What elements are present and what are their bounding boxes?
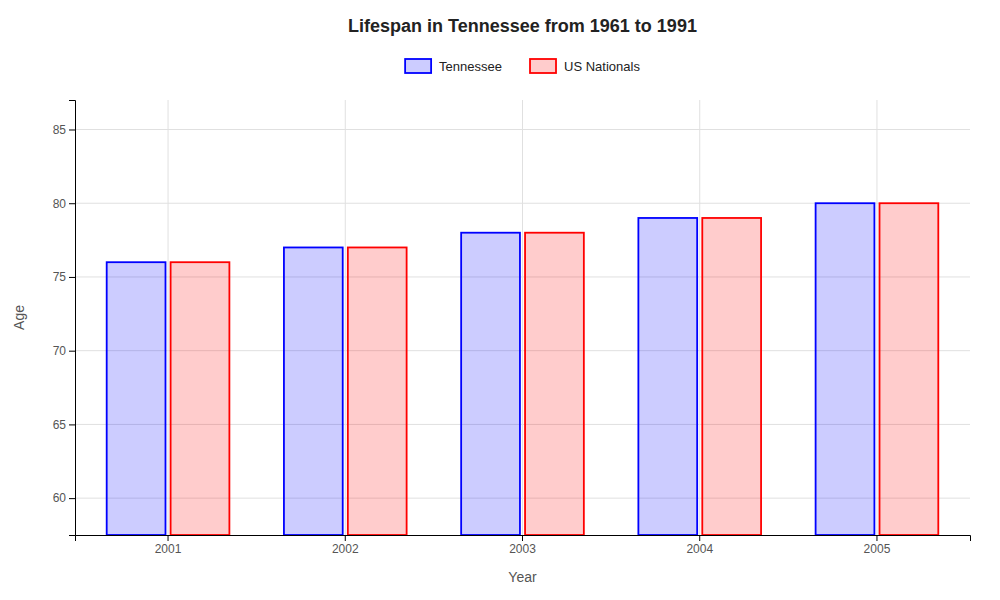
- grid: [75, 100, 970, 535]
- grid-line-x: [168, 100, 169, 535]
- x-axis: 2001 2002 2003 2004 2005: [76, 535, 971, 556]
- grid-line-x: [699, 100, 700, 535]
- y-axis-title: Age: [11, 305, 27, 330]
- bar-series: [171, 203, 939, 535]
- tick-label: 80: [53, 197, 67, 211]
- tick-mark: [69, 424, 75, 425]
- grid-line-x: [876, 100, 877, 535]
- bars: [107, 203, 939, 535]
- bar: [525, 233, 584, 535]
- tick-mark: [69, 351, 75, 352]
- tick-label: 2004: [686, 542, 713, 556]
- grid-line-x: [522, 100, 523, 535]
- legend-item: US Nationals: [530, 59, 640, 74]
- axis-line: [69, 101, 76, 536]
- tick-label: 60: [53, 491, 67, 505]
- tick: 85: [53, 123, 75, 137]
- tick: 2001: [155, 535, 182, 556]
- bar: [348, 247, 407, 535]
- legend-swatch: [530, 59, 556, 73]
- tick-mark: [69, 277, 75, 278]
- title: Lifespan in Tennessee from 1961 to 1991: [348, 16, 697, 36]
- legend: Tennessee US Nationals: [405, 59, 640, 74]
- tick-mark: [522, 535, 523, 541]
- tick-label: 75: [53, 270, 67, 284]
- tick-label: 70: [53, 344, 67, 358]
- axis-line: [76, 536, 971, 542]
- tick-mark: [69, 203, 75, 204]
- tick-mark: [876, 535, 877, 541]
- tick: 2002: [332, 535, 359, 556]
- bar: [816, 203, 875, 535]
- legend-item: Tennessee: [405, 59, 502, 74]
- bar: [880, 203, 939, 535]
- tick-mark: [168, 535, 169, 541]
- bar: [107, 262, 166, 535]
- bar-series: [107, 203, 875, 535]
- tick: 2005: [864, 535, 891, 556]
- tick: 2004: [686, 535, 713, 556]
- x-axis-title: Year: [508, 569, 537, 585]
- tick-label: 2002: [332, 542, 359, 556]
- bar: [638, 218, 697, 535]
- tick-label: 65: [53, 418, 67, 432]
- tick: 70: [53, 344, 75, 358]
- grid-line-x: [345, 100, 346, 535]
- tick-label: 85: [53, 123, 67, 137]
- tick: 80: [53, 197, 75, 211]
- tick-label: 2005: [864, 542, 891, 556]
- bar: [284, 247, 343, 535]
- tick-mark: [69, 498, 75, 499]
- bar: [171, 262, 230, 535]
- tick: 65: [53, 418, 75, 432]
- y-axis: 60 65 70 75 80 85: [53, 101, 76, 536]
- tick-mark: [699, 535, 700, 541]
- legend-label: Tennessee: [439, 59, 502, 74]
- tick-label: 2001: [155, 542, 182, 556]
- bar: [461, 233, 520, 535]
- legend-swatch: [405, 59, 431, 73]
- legend-label: US Nationals: [564, 59, 640, 74]
- tick: 60: [53, 491, 75, 505]
- chart-container: 2001 2002 2003 2004 2005 60 65 70 75 80 85 Lifespan…: [0, 0, 1000, 600]
- chart: 2001 2002 2003 2004 2005 60 65 70 75 80 85 Lifespan…: [0, 0, 1000, 600]
- tick-mark: [69, 129, 75, 130]
- tick-mark: [345, 535, 346, 541]
- tick-label: 2003: [509, 542, 536, 556]
- tick: 2003: [509, 535, 536, 556]
- tick: 75: [53, 270, 75, 284]
- bar: [702, 218, 761, 535]
